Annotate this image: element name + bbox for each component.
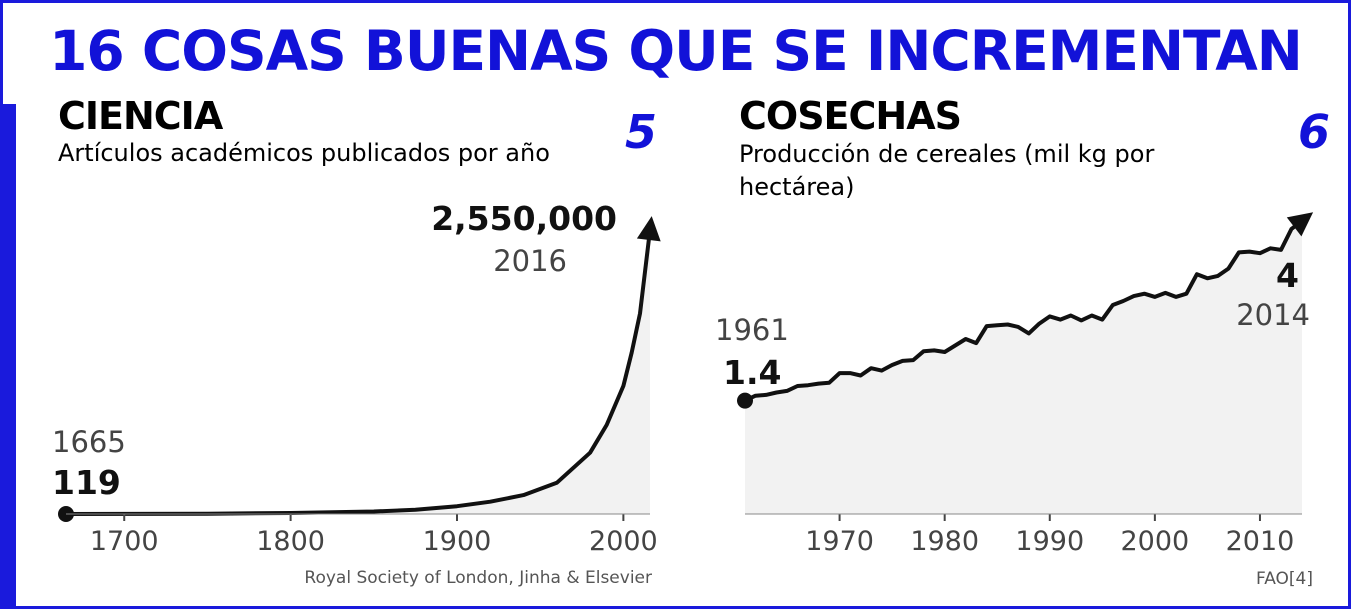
science-end-year: 2016	[493, 244, 567, 278]
science-tick-label-1900: 1900	[423, 526, 492, 557]
harvest-series-line	[744, 219, 1304, 403]
science-chart-subtitle: Artículos académicos publicados por año	[58, 139, 550, 167]
science-tick-label-1700: 1700	[90, 526, 159, 557]
science-panel-title: CIENCIA	[58, 94, 223, 138]
harvest-chart: 1970 1980 1990 2000 2010 1961 1.4 4 2014 FAO…	[715, 212, 1314, 589]
science-start-year: 1665	[52, 425, 126, 459]
harvest-end-value: 4	[1276, 256, 1299, 295]
harvest-end-arrow	[1286, 212, 1314, 237]
main-title: 16 COSAS BUENAS QUE SE INCREMENTAN	[49, 19, 1303, 83]
science-item-number: 5	[625, 105, 658, 159]
harvest-tick-label-1990: 1990	[1015, 526, 1084, 557]
harvest-start-point	[737, 392, 753, 409]
harvest-end-year: 2014	[1236, 298, 1310, 332]
harvest-area-fill	[745, 220, 1302, 515]
harvest-source: FAO[4]	[1256, 569, 1313, 589]
harvest-start-year: 1961	[715, 313, 789, 347]
science-end-arrow	[636, 216, 661, 242]
science-end-value: 2,550,000	[431, 199, 617, 238]
left-accent-bar	[0, 104, 16, 609]
science-chart: 1700 1800 1900 2000 1665 119 2,550,000 2016…	[52, 199, 661, 588]
science-source: Royal Society of London, Jinha & Elsevie…	[304, 568, 652, 588]
science-tick-label-1800: 1800	[256, 526, 325, 557]
harvest-item-number: 6	[1298, 105, 1331, 159]
science-area-fill	[66, 230, 650, 514]
harvest-tick-label-2000: 2000	[1121, 526, 1190, 557]
harvest-start-value: 1.4	[723, 353, 781, 392]
harvest-chart-subtitle: Producción de cereales (mil kg por hectá…	[739, 140, 1155, 201]
harvest-panel-title: COSECHAS	[739, 94, 962, 138]
science-start-value: 119	[52, 463, 121, 502]
science-x-ticks: 1700 1800 1900 2000	[66, 513, 658, 557]
harvest-tick-label-1970: 1970	[805, 526, 874, 557]
science-series-line	[65, 229, 652, 516]
harvest-x-ticks: 1970 1980 1990 2000 2010	[745, 513, 1302, 557]
science-tick-label-2000: 2000	[589, 526, 658, 557]
harvest-tick-label-2010: 2010	[1226, 526, 1295, 557]
harvest-tick-label-1980: 1980	[910, 526, 979, 557]
